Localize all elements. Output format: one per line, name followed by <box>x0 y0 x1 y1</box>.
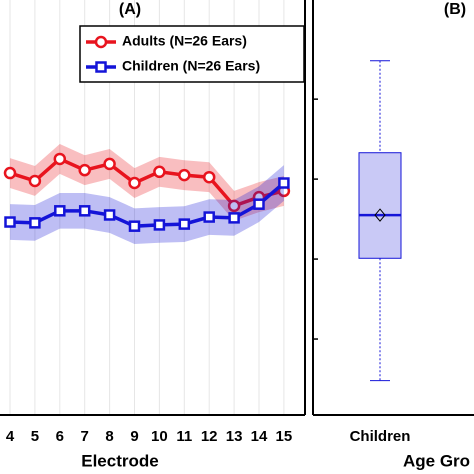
marker <box>228 212 240 224</box>
x-tick-label: 8 <box>105 428 113 445</box>
marker <box>103 157 116 171</box>
x-tick-label: 4 <box>6 428 15 445</box>
x-tick-label: 7 <box>81 428 89 445</box>
error-band <box>10 165 284 245</box>
legend-label: Children (N=26 Ears) <box>122 58 260 74</box>
marker <box>153 165 166 179</box>
marker <box>203 211 215 223</box>
marker <box>128 176 141 190</box>
x-tick-label: 14 <box>251 428 268 445</box>
x-tick-label: 5 <box>31 428 39 445</box>
marker <box>278 177 290 189</box>
marker <box>153 219 166 231</box>
mean-marker <box>374 208 386 222</box>
marker <box>4 216 16 228</box>
chart-title: (B) <box>444 1 466 18</box>
marker <box>178 218 191 230</box>
x-tick-label: 13 <box>226 428 243 445</box>
marker <box>29 217 41 229</box>
x-tick-label: 10 <box>151 428 168 445</box>
legend-box <box>79 25 305 83</box>
marker <box>202 170 216 184</box>
marker <box>178 168 191 182</box>
x-tick-label: Children <box>350 428 411 445</box>
chart-title: (A) <box>119 1 141 18</box>
marker <box>78 163 91 177</box>
marker <box>54 205 66 217</box>
marker <box>227 199 241 213</box>
x-axis-label: Electrode <box>81 451 158 470</box>
error-band <box>10 144 284 221</box>
marker <box>3 166 17 180</box>
x-tick-label: 12 <box>201 428 218 445</box>
marker <box>28 174 42 188</box>
marker <box>253 198 265 210</box>
legend-marker <box>95 61 107 73</box>
legend-marker <box>94 35 108 49</box>
marker <box>128 220 141 232</box>
marker <box>53 152 67 166</box>
x-tick-label: 11 <box>176 428 192 445</box>
x-tick-label: 15 <box>276 428 293 445</box>
x-axis-label: Age Gro <box>403 451 470 470</box>
legend-label: Adults (N=26 Ears) <box>122 33 247 49</box>
marker <box>78 205 91 217</box>
box <box>358 152 402 259</box>
x-tick-label: 9 <box>130 428 138 445</box>
x-tick-label: 6 <box>56 428 64 445</box>
marker <box>103 209 116 221</box>
